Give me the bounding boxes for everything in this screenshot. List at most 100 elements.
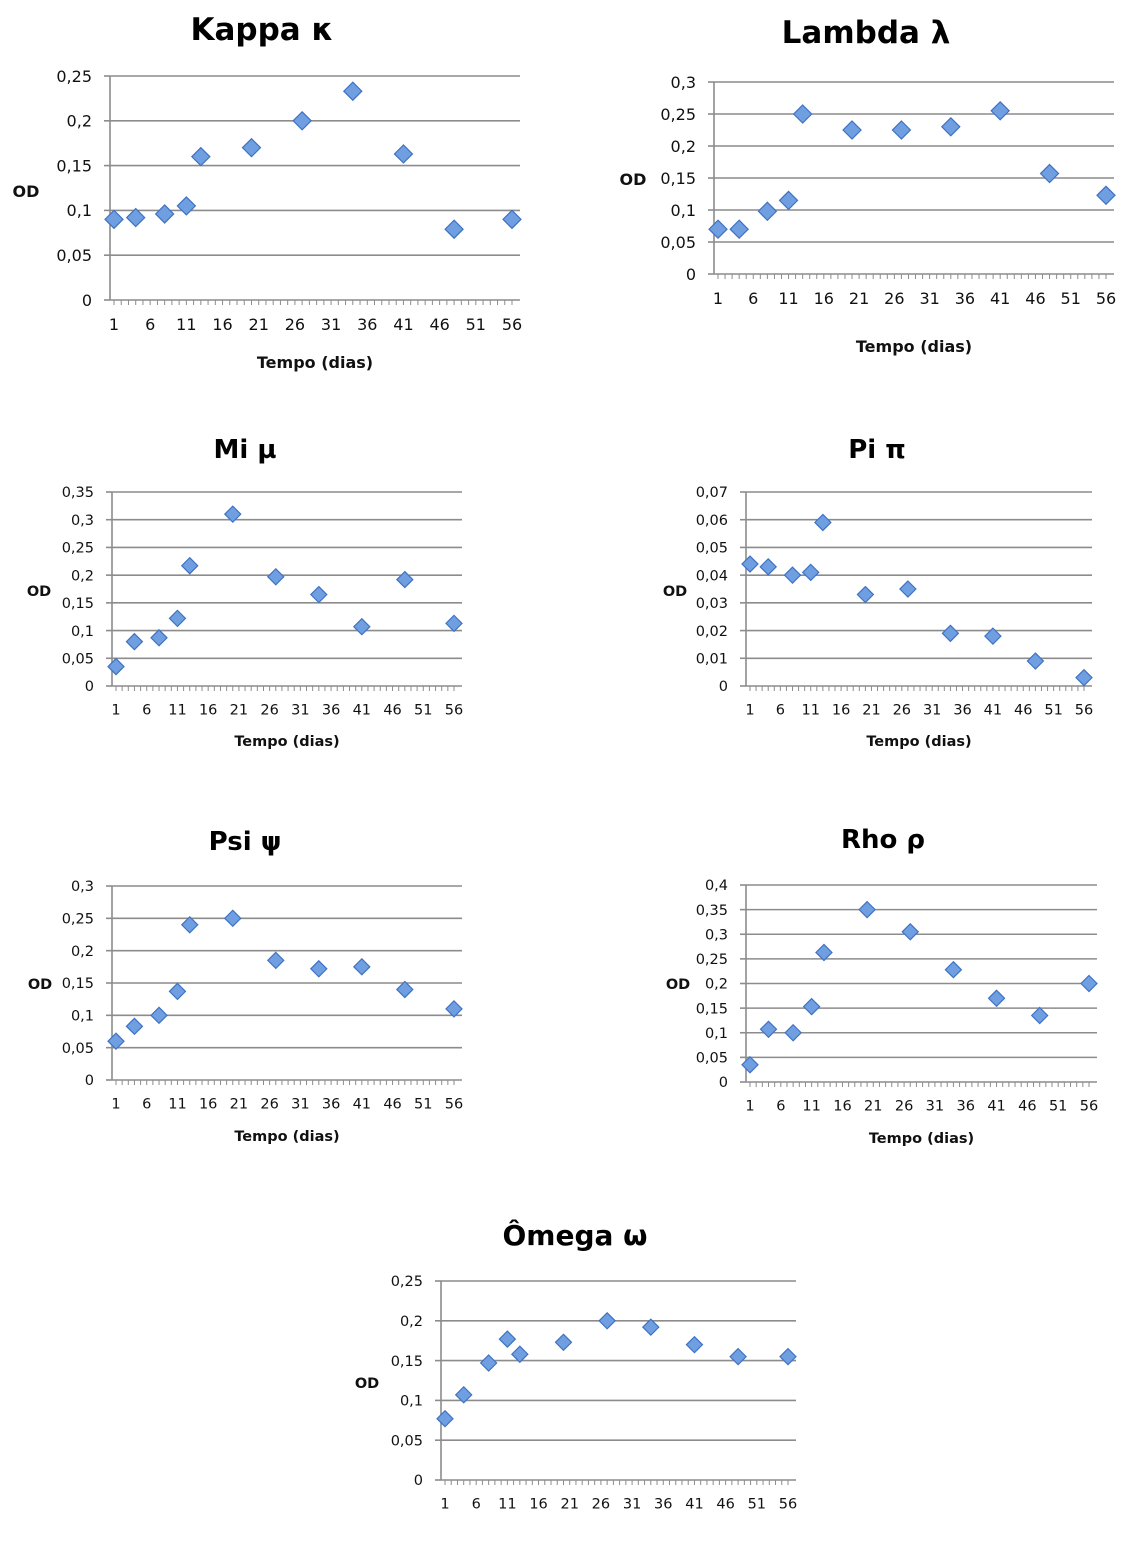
x-tick-label: 56 [1096,289,1116,308]
data-point [444,219,464,240]
x-tick-label: 36 [357,315,377,334]
data-point [266,567,285,586]
x-tick-label: 16 [199,703,217,719]
chart-title: Lambda λ [782,15,951,51]
chart-title: Ômega ω [503,1218,648,1252]
x-tick-label: 36 [322,703,340,719]
data-point [984,627,1002,645]
x-tick-label: 41 [393,315,413,334]
x-tick-label: 26 [285,315,305,334]
data-point [757,201,778,222]
chart-title: Psi ψ [209,827,282,857]
data-point [901,922,920,941]
y-tick-label: 0 [719,1075,728,1091]
x-tick-label: 1 [745,1099,754,1115]
x-tick-label: 21 [230,1097,248,1113]
x-tick-label: 11 [498,1497,516,1513]
data-point [395,570,414,589]
x-tick-label: 31 [291,1097,309,1113]
y-axis-label: OD [620,170,647,189]
x-tick-label: 41 [685,1497,703,1513]
data-point [802,997,821,1016]
data-point [891,120,912,140]
data-point [778,190,799,211]
data-point [729,1347,747,1366]
data-point [104,209,124,230]
y-tick-label: 0,03 [696,596,728,612]
data-point [309,959,328,978]
x-tick-label: 46 [429,315,449,334]
x-axis-label: Tempo (dias) [234,734,339,750]
x-tick-label: 36 [957,1099,975,1115]
data-point [479,1354,498,1372]
y-tick-label: 0 [82,291,92,310]
chart-title: Rho ρ [841,825,925,855]
y-tick-label: 0,15 [660,169,696,188]
y-tick-label: 0,35 [696,903,728,919]
x-tick-label: 41 [353,1097,371,1113]
y-axis-label: OD [666,977,690,993]
x-tick-label: 41 [990,289,1010,308]
x-tick-label: 51 [1049,1099,1067,1115]
y-tick-label: 0,05 [62,652,94,668]
x-axis-label: Tempo (dias) [869,1131,974,1147]
x-axis-label: Tempo (dias) [856,337,972,356]
data-point [223,909,242,928]
x-tick-label: 11 [168,703,186,719]
scatter-chart-7: Ômega ω00,050,10,150,20,251 6 11 16 21 26 31 36… [355,1218,797,1513]
chart-title: Pi π [848,435,906,465]
x-tick-label: 16 [212,315,232,334]
y-tick-label: 0,25 [660,105,696,124]
x-tick-label: 6 [145,315,155,334]
x-tick-label: 46 [1025,289,1045,308]
x-tick-label: 46 [1018,1099,1036,1115]
scatter-chart-5: Psi ψ00,050,10,150,20,250,31 6 11 16 21 26 31 3… [28,827,463,1145]
x-tick-label: 1 [111,1097,120,1113]
data-point [168,609,187,628]
scatter-chart-6: Rho ρ00,050,10,150,20,250,30,350,41 6 11 16… [666,825,1098,1147]
data-point [899,580,917,598]
data-point [180,915,199,934]
x-tick-label: 46 [1014,703,1032,719]
y-tick-label: 0,1 [671,201,696,220]
data-point [395,980,414,999]
data-point [445,1000,463,1018]
y-axis-label: OD [13,182,40,201]
y-tick-label: 0,3 [71,879,94,895]
data-point [180,556,199,575]
x-tick-label: 21 [862,703,880,719]
x-tick-label: 16 [199,1097,217,1113]
data-point [150,628,168,647]
x-tick-label: 41 [987,1099,1005,1115]
y-tick-label: 0,25 [62,541,94,557]
x-tick-label: 51 [466,315,486,334]
data-point [168,982,187,1001]
x-tick-label: 31 [926,1099,944,1115]
y-axis-label: OD [27,584,51,600]
data-point [1080,974,1098,993]
data-point [154,204,175,224]
y-tick-label: 0,1 [400,1394,423,1410]
x-tick-label: 36 [953,703,971,719]
y-tick-label: 0,1 [67,201,92,220]
x-tick-label: 6 [748,289,758,308]
x-tick-label: 16 [833,1099,851,1115]
x-tick-label: 56 [1080,1099,1098,1115]
data-point [741,1055,759,1074]
data-point [223,505,242,524]
x-tick-label: 26 [260,703,278,719]
data-point [987,989,1006,1008]
data-point [125,207,146,228]
x-tick-label: 21 [561,1497,579,1513]
x-tick-label: 6 [776,703,785,719]
x-tick-label: 26 [592,1497,610,1513]
data-point [1096,185,1116,206]
data-point [641,1318,660,1337]
data-point [1026,652,1045,670]
x-tick-label: 26 [884,289,904,308]
y-tick-label: 0,05 [56,246,92,265]
data-point [783,566,802,584]
chart-title: Kappa κ [190,12,333,48]
x-tick-label: 6 [776,1099,785,1115]
